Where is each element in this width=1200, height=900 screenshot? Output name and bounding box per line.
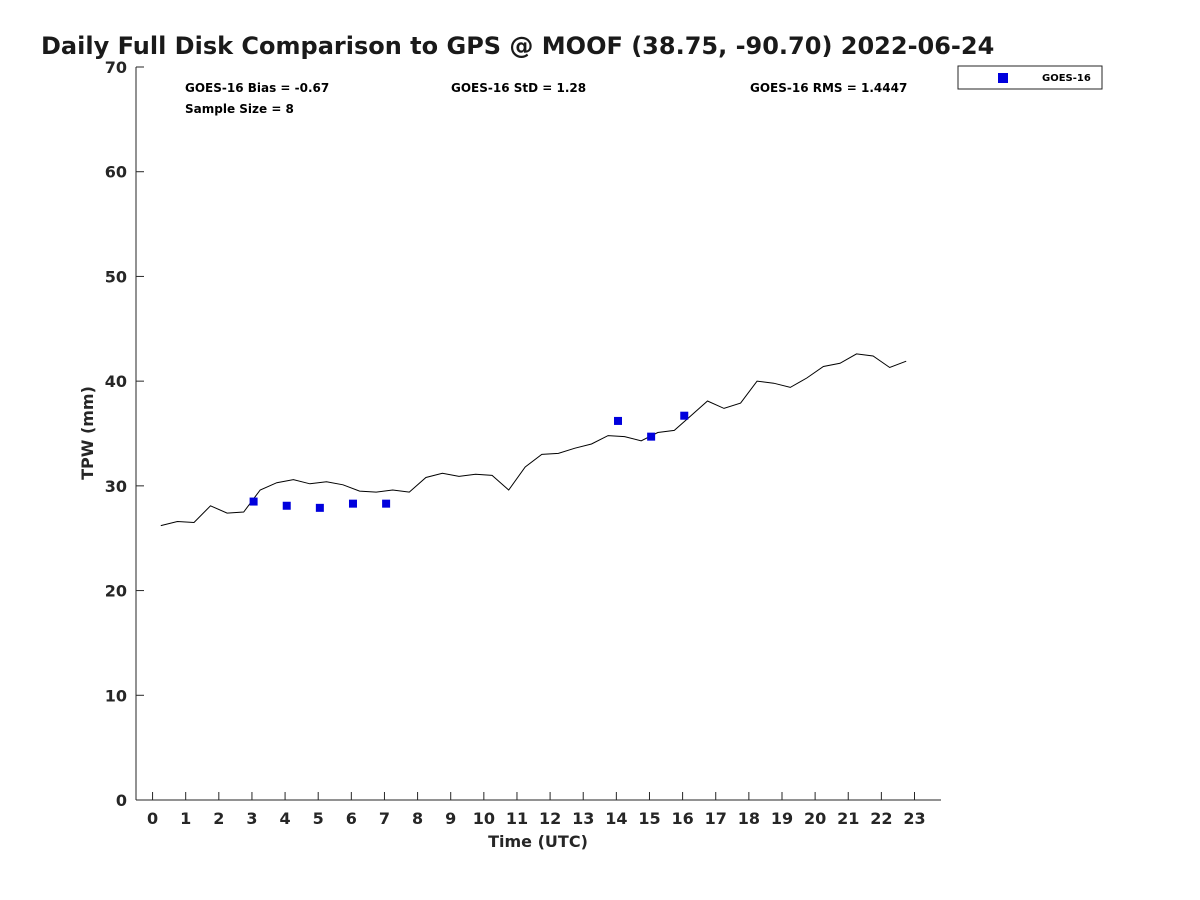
goes16-point bbox=[282, 501, 291, 510]
x-tick-label: 17 bbox=[705, 809, 727, 828]
x-tick-label: 23 bbox=[903, 809, 925, 828]
x-tick-label: 12 bbox=[539, 809, 561, 828]
x-tick-label: 20 bbox=[804, 809, 826, 828]
legend-marker-goes16 bbox=[998, 73, 1008, 83]
x-tick-label: 0 bbox=[147, 809, 158, 828]
x-tick-label: 19 bbox=[771, 809, 793, 828]
y-tick-label: 0 bbox=[116, 791, 127, 810]
x-tick-label: 3 bbox=[246, 809, 257, 828]
goes16-point bbox=[680, 411, 689, 420]
goes16-point bbox=[382, 499, 391, 508]
y-tick-label: 50 bbox=[105, 267, 127, 286]
goes16-point bbox=[315, 503, 324, 512]
x-tick-label: 1 bbox=[180, 809, 191, 828]
x-ticks: 0 1 2 3 4 5 6 7 8 9 10 11 12 13 14 15 16 17 18 19 20 21 22 23 bbox=[147, 792, 926, 828]
goes16-point bbox=[614, 416, 623, 425]
series-layer bbox=[160, 353, 907, 527]
x-tick-label: 10 bbox=[473, 809, 495, 828]
y-axis-label: TPW (mm) bbox=[78, 386, 97, 480]
chart-title: Daily Full Disk Comparison to GPS @ MOOF… bbox=[41, 32, 994, 60]
axes bbox=[135, 67, 941, 801]
rms-stat: GOES-16 RMS = 1.4447 bbox=[750, 81, 907, 95]
goes16-point bbox=[647, 432, 656, 441]
x-tick-label: 2 bbox=[213, 809, 224, 828]
x-tick-label: 4 bbox=[280, 809, 291, 828]
std-stat: GOES-16 StD = 1.28 bbox=[451, 81, 586, 95]
y-tick-label: 40 bbox=[105, 372, 127, 391]
x-tick-label: 5 bbox=[313, 809, 324, 828]
y-tick-label: 30 bbox=[105, 477, 127, 496]
x-tick-label: 13 bbox=[572, 809, 594, 828]
x-tick-label: 11 bbox=[506, 809, 528, 828]
legend-box bbox=[957, 65, 1103, 90]
x-axis-label: Time (UTC) bbox=[488, 832, 588, 851]
y-tick-label: 60 bbox=[105, 163, 127, 182]
legend: GOES-16 bbox=[957, 65, 1103, 90]
goes16-point bbox=[249, 497, 258, 506]
x-tick-label: 14 bbox=[605, 809, 627, 828]
y-tick-label: 10 bbox=[105, 686, 127, 705]
x-tick-label: 8 bbox=[412, 809, 423, 828]
x-tick-label: 22 bbox=[870, 809, 892, 828]
y-tick-label: 70 bbox=[105, 58, 127, 77]
x-tick-label: 6 bbox=[346, 809, 357, 828]
y-ticks: 0 10 20 30 40 50 60 70 bbox=[105, 58, 144, 810]
x-tick-label: 18 bbox=[738, 809, 760, 828]
bias-stat: GOES-16 Bias = -0.67 bbox=[185, 81, 329, 95]
gps-tpw-line bbox=[160, 353, 907, 527]
x-tick-label: 9 bbox=[445, 809, 456, 828]
x-tick-label: 15 bbox=[638, 809, 660, 828]
goes16-point bbox=[348, 499, 357, 508]
x-tick-label: 7 bbox=[379, 809, 390, 828]
y-tick-label: 20 bbox=[105, 582, 127, 601]
x-tick-label: 21 bbox=[837, 809, 859, 828]
x-tick-label: 16 bbox=[671, 809, 693, 828]
sample-size-stat: Sample Size = 8 bbox=[185, 102, 294, 116]
legend-label-goes16: GOES-16 bbox=[1042, 73, 1091, 84]
